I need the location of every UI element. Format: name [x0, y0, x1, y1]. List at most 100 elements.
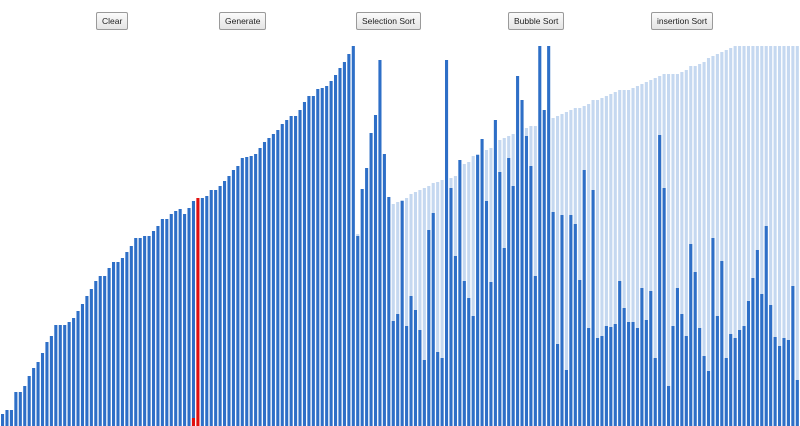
value-bar	[511, 186, 515, 426]
value-bar	[427, 230, 431, 426]
value-bar	[36, 362, 40, 426]
value-bar	[405, 326, 409, 426]
ghost-bar	[649, 80, 653, 426]
ghost-bar	[613, 92, 617, 426]
bubble-sort-button[interactable]: Bubble Sort	[508, 12, 565, 30]
value-bar	[334, 75, 338, 426]
value-bar	[458, 160, 462, 426]
value-bar	[134, 238, 138, 426]
value-bar	[640, 288, 644, 426]
value-bar	[751, 278, 755, 426]
value-bar	[311, 96, 315, 426]
value-bar	[169, 214, 173, 426]
value-bar	[165, 219, 169, 426]
value-bar	[520, 100, 524, 426]
value-bar	[627, 322, 631, 426]
value-bar	[205, 196, 209, 426]
ghost-bar	[640, 84, 644, 426]
value-bar	[1, 414, 5, 426]
value-bar	[729, 334, 733, 426]
value-bar	[373, 115, 378, 426]
highlighted-bar	[196, 198, 200, 426]
value-bar	[418, 330, 422, 426]
value-bar	[294, 116, 298, 426]
value-bar	[467, 298, 471, 426]
value-bar	[80, 304, 85, 426]
ghost-bar	[667, 74, 671, 426]
value-bar	[400, 201, 404, 426]
value-bar	[5, 410, 9, 426]
value-bar	[409, 296, 413, 426]
value-bar	[436, 352, 440, 426]
ghost-bar	[595, 100, 600, 426]
value-bar	[147, 236, 151, 426]
ghost-bar	[751, 46, 755, 426]
ghost-bar	[720, 52, 724, 426]
value-bar	[547, 46, 551, 426]
ghost-bar	[618, 90, 622, 426]
value-bar	[769, 305, 773, 426]
value-bar	[591, 190, 595, 426]
ghost-bar	[587, 104, 591, 426]
generate-button[interactable]: Generate	[219, 12, 267, 30]
value-bar	[191, 201, 196, 426]
value-bar	[484, 201, 489, 426]
value-bar	[231, 170, 235, 426]
ghost-bar	[755, 46, 759, 426]
value-bar	[214, 190, 218, 426]
value-bar	[524, 136, 529, 426]
value-bar	[94, 281, 98, 426]
value-bar	[604, 326, 608, 426]
value-bar	[791, 286, 795, 426]
value-bar	[573, 224, 577, 426]
value-bar	[316, 89, 320, 426]
value-bar	[320, 88, 324, 426]
ghost-bar	[742, 46, 746, 426]
value-bar	[715, 316, 719, 426]
value-bar	[14, 392, 18, 426]
value-bar	[138, 238, 142, 426]
value-bar	[413, 310, 418, 426]
value-bar	[578, 280, 582, 426]
value-bar	[23, 386, 27, 426]
value-bar	[502, 248, 506, 426]
value-bar	[489, 282, 493, 426]
ghost-bar	[391, 204, 395, 426]
value-bar	[116, 262, 120, 426]
selection-sort-button[interactable]: Selection Sort	[356, 12, 421, 30]
ghost-bar	[413, 192, 418, 426]
ghost-bar	[729, 48, 733, 426]
value-bar	[356, 236, 360, 426]
value-bar	[249, 156, 253, 426]
value-bar	[618, 281, 622, 426]
value-bar	[542, 110, 546, 426]
value-bar	[493, 120, 497, 426]
value-bar	[9, 410, 13, 426]
value-bar	[347, 54, 351, 426]
value-bar	[129, 246, 133, 426]
value-bar	[342, 62, 346, 426]
value-bar	[143, 236, 147, 426]
ghost-bar	[631, 88, 635, 426]
value-bar	[693, 272, 697, 426]
value-bar	[302, 102, 307, 426]
value-bar	[200, 198, 204, 426]
value-bar	[32, 368, 36, 426]
value-bar	[711, 238, 715, 426]
value-bar	[738, 330, 742, 426]
ghost-bar	[627, 90, 631, 426]
compare-marker	[191, 418, 196, 426]
insertion-sort-button[interactable]: insertion Sort	[651, 12, 714, 30]
value-bar	[183, 214, 187, 426]
value-bar	[396, 314, 400, 426]
value-bar	[262, 142, 267, 426]
value-bar	[112, 262, 116, 426]
ghost-bar	[644, 82, 648, 426]
ghost-bar	[791, 46, 795, 426]
clear-button[interactable]: Clear	[96, 12, 129, 30]
value-bar	[795, 380, 799, 426]
ghost-bar	[733, 46, 737, 426]
ghost-bar	[738, 46, 742, 426]
value-bar	[600, 336, 604, 426]
